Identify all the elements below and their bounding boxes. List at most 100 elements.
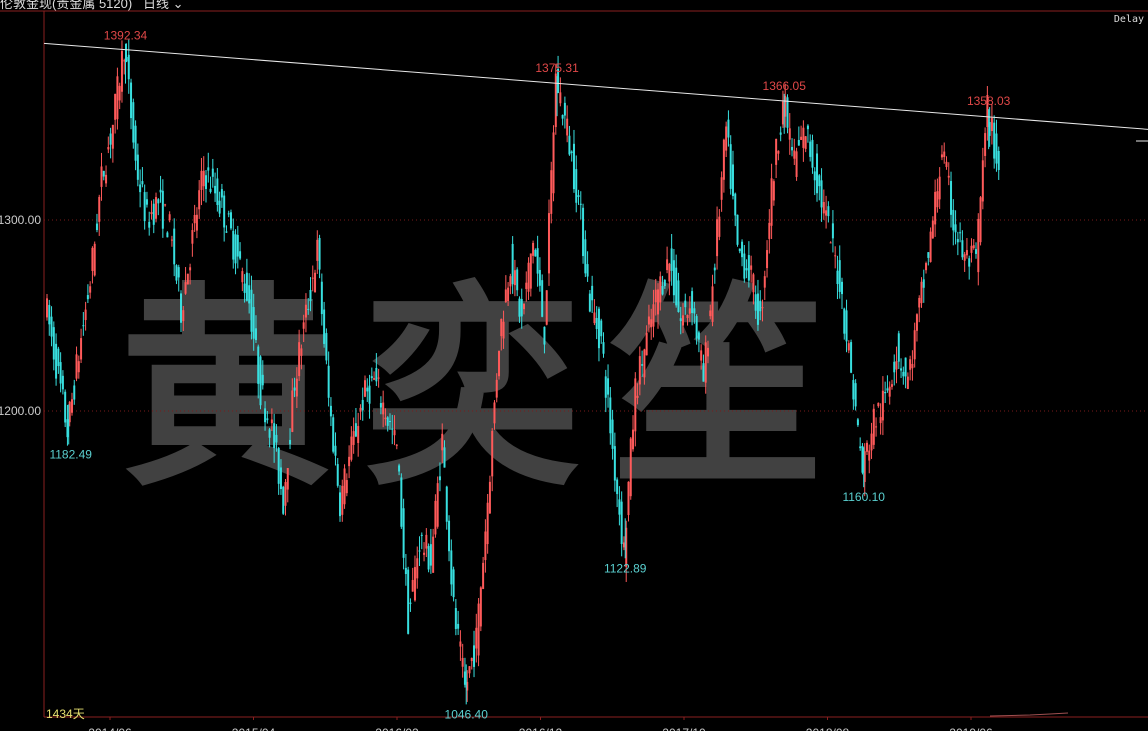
- candle-body: [911, 363, 914, 369]
- candle-body: [86, 295, 89, 300]
- candle-body: [816, 153, 819, 194]
- candle-body: [959, 232, 962, 234]
- candle-body: [641, 364, 644, 366]
- candle-body: [132, 102, 135, 143]
- candle-body: [184, 282, 187, 294]
- chart-title[interactable]: 伦敦金现(贵金属 5120) 日线 ⌄: [0, 0, 184, 12]
- candle-body: [307, 308, 310, 310]
- candle-body: [582, 207, 585, 257]
- low-price-label: 1122.89: [604, 561, 647, 575]
- candle-body: [61, 375, 64, 390]
- candle-body: [245, 272, 248, 301]
- candle-body: [604, 376, 607, 398]
- candle-body: [956, 239, 959, 243]
- candle-body: [575, 169, 578, 203]
- candle-body: [182, 310, 185, 322]
- candle-body: [661, 286, 664, 295]
- candle-body: [463, 671, 466, 685]
- candle-body: [813, 171, 816, 181]
- candle-body: [586, 264, 589, 277]
- candle-body: [159, 189, 162, 193]
- candle-body: [198, 190, 201, 210]
- candle-body: [216, 178, 219, 205]
- candle-body: [677, 280, 680, 313]
- candle-body: [180, 293, 183, 323]
- candle-body: [547, 213, 550, 274]
- candle-body: [452, 569, 455, 598]
- candle-body: [597, 308, 600, 349]
- candle-body: [543, 326, 546, 345]
- candle-body: [718, 216, 721, 237]
- candle-body: [466, 681, 469, 691]
- candle-body: [298, 342, 301, 377]
- y-tick-label: 1200.00: [0, 404, 41, 418]
- candle-body: [493, 402, 496, 424]
- candle-body: [284, 482, 287, 506]
- candle-body: [73, 385, 76, 400]
- candle-body: [697, 332, 700, 340]
- candle-body: [404, 567, 407, 575]
- candle-body: [361, 399, 364, 411]
- candle-body: [170, 239, 173, 241]
- candle-body: [220, 189, 223, 198]
- candle-body: [954, 224, 957, 233]
- candle-body: [66, 419, 69, 438]
- candle-body: [209, 188, 212, 192]
- candle-body: [470, 657, 473, 662]
- candle-body: [584, 239, 587, 274]
- candle-body: [402, 508, 405, 558]
- candle-body: [275, 434, 278, 443]
- candle-body: [518, 298, 521, 317]
- period-selector[interactable]: 日线: [143, 0, 170, 11]
- candle-body: [931, 220, 934, 239]
- candle-body: [502, 321, 505, 339]
- candle-body: [750, 265, 753, 270]
- candle-body: [811, 139, 814, 168]
- candle-body: [318, 237, 321, 270]
- candle-body: [770, 178, 773, 226]
- candle-body: [450, 550, 453, 585]
- candle-body: [906, 376, 909, 389]
- candle-body: [243, 283, 246, 293]
- candle-body: [629, 438, 632, 497]
- candle-body: [727, 119, 730, 138]
- candle-body: [214, 185, 217, 194]
- candle-body: [984, 133, 987, 156]
- candle-body: [741, 241, 744, 258]
- candle-body: [116, 76, 119, 120]
- candle-body: [155, 197, 158, 219]
- candle-body: [618, 499, 621, 515]
- candle-body: [195, 214, 198, 231]
- chevron-down-icon[interactable]: ⌄: [169, 0, 184, 11]
- candle-body: [825, 210, 828, 216]
- candle-body: [852, 380, 855, 400]
- candle-body: [145, 199, 148, 205]
- candle-body: [320, 281, 323, 315]
- candle-body: [264, 408, 267, 423]
- candle-body: [900, 368, 903, 371]
- candle-body: [793, 150, 796, 159]
- candle-body: [388, 420, 391, 422]
- candle-body: [148, 221, 151, 228]
- candle-body: [781, 101, 784, 125]
- candle-body: [386, 417, 389, 426]
- candle-body: [557, 68, 560, 93]
- candle-body: [731, 164, 734, 197]
- candle-body: [75, 354, 78, 379]
- candle-body: [341, 485, 344, 515]
- candle-body: [382, 402, 385, 415]
- low-price-label: 1160.10: [842, 490, 885, 504]
- candle-body: [504, 289, 507, 303]
- candle-body: [729, 144, 732, 189]
- candle-body: [579, 203, 582, 205]
- candle-body: [875, 426, 878, 428]
- candle-body: [995, 133, 998, 164]
- candle-body: [975, 249, 978, 254]
- candle-body: [763, 276, 766, 288]
- x-tick-label: 2015/04: [232, 726, 276, 731]
- candle-body: [311, 277, 314, 279]
- candle-body: [175, 265, 178, 281]
- candle-body: [459, 641, 462, 647]
- candle-body: [120, 51, 123, 92]
